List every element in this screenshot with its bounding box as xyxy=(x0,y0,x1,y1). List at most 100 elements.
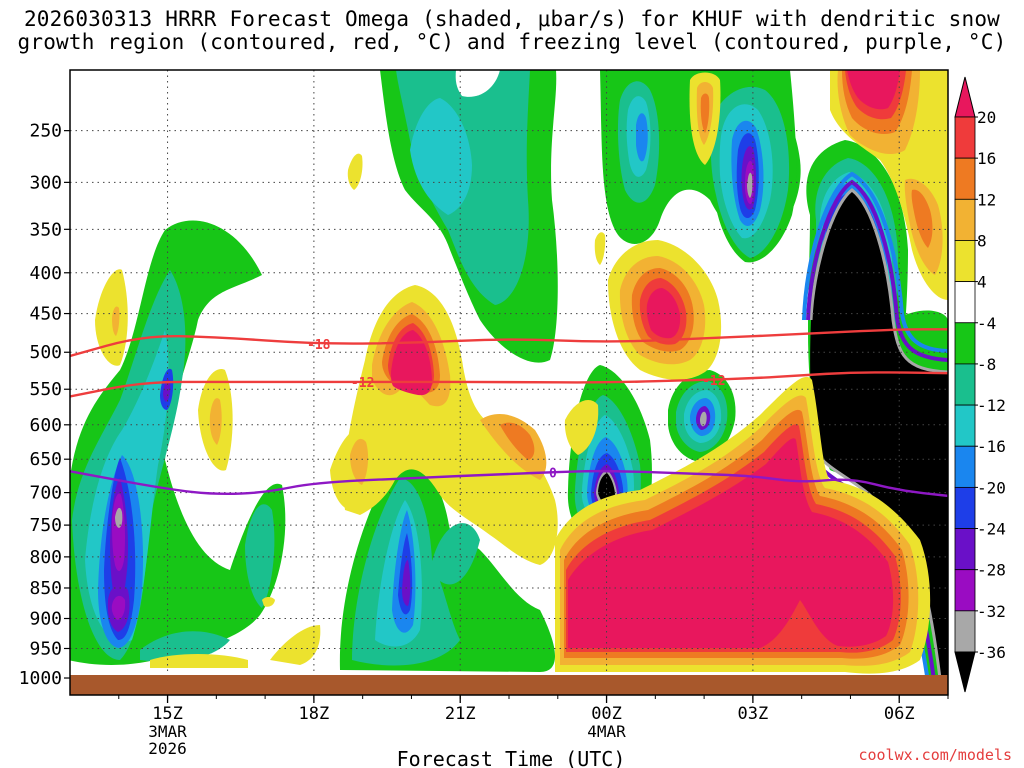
omega-fill-pink xyxy=(391,330,432,396)
colorbar: 20 16 12 8 4 -4 -8 -12 -16 -20 -24 -28 -32 -36 xyxy=(954,76,1006,693)
y-tick-label: 750 xyxy=(29,515,62,536)
site-credit: coolwx.com/models xyxy=(858,746,1012,764)
colorbar-box xyxy=(954,528,976,571)
omega-fill-yellow-blob xyxy=(262,597,275,607)
omega-fill-gold-2 xyxy=(209,398,222,445)
y-tick-label: 350 xyxy=(29,219,62,240)
colorbar-label: 20 xyxy=(977,108,996,127)
omega-fill-gold xyxy=(112,306,120,336)
grid-lines xyxy=(70,70,948,675)
omega-fill-pink xyxy=(568,438,894,648)
ground-surface xyxy=(70,675,948,695)
omega-fill-yellow-mid-right xyxy=(564,400,599,455)
omega-fill-orange-right-edge xyxy=(911,189,933,248)
y-tick-label: 800 xyxy=(29,547,62,568)
x-tick-label: 06Z xyxy=(884,704,915,724)
omega-fill-yellow-bottom-mid xyxy=(270,625,321,665)
colorbar-box xyxy=(954,404,976,447)
omega-fill-yellow-thin xyxy=(594,232,606,265)
chart-title: 2026030313 HRRR Forecast Omega (shaded, … xyxy=(0,8,1024,54)
omega-fill-grey xyxy=(115,507,123,528)
colorbar-box xyxy=(954,281,976,324)
colorbar-label: 12 xyxy=(977,190,996,209)
x-axis-title: Forecast Time (UTC) xyxy=(397,747,626,768)
colorbar-label: -20 xyxy=(977,478,1006,497)
colorbar-label: -28 xyxy=(977,561,1006,580)
omega-fill-east-teal xyxy=(245,504,275,608)
colorbar-box xyxy=(954,445,976,488)
omega-fill-orange-right xyxy=(500,422,535,460)
omega-fill-black-mid xyxy=(598,473,615,503)
contour-line xyxy=(70,371,948,398)
contour-label: -12 xyxy=(351,376,374,391)
x-tick-sublabel: 4MAR xyxy=(587,722,626,741)
y-tick-label: 950 xyxy=(29,638,62,659)
y-tick-label: 1000 xyxy=(19,668,62,689)
y-axis: 250 300 350 400 450 500 550 600 650 700 750 800 850 9… xyxy=(19,121,70,689)
omega-fill-mid-purple xyxy=(163,379,171,402)
y-tick-label: 650 xyxy=(29,449,62,470)
contour-line xyxy=(70,328,948,358)
omega-fill-south-teal xyxy=(140,631,230,662)
x-tick-label: 00Z xyxy=(591,704,622,724)
y-tick-label: 700 xyxy=(29,483,62,504)
colorbar-box xyxy=(954,486,976,529)
y-tick-label: 400 xyxy=(29,263,62,284)
colorbar-box xyxy=(954,569,976,612)
colorbar-label: -24 xyxy=(977,520,1006,539)
y-tick-label: 900 xyxy=(29,608,62,629)
temperature-contours: -18 -12 -12 0 xyxy=(70,328,948,498)
omega-fill-pink-corner xyxy=(847,70,900,110)
omega-fill-blue-edge xyxy=(802,171,948,353)
colorbar-label: -16 xyxy=(977,437,1006,456)
colorbar-label: -32 xyxy=(977,602,1006,621)
colorbar-box xyxy=(954,610,976,653)
colorbar-label: -4 xyxy=(977,314,996,333)
x-tick-sublabel: 3MAR xyxy=(148,722,187,741)
y-tick-label: 450 xyxy=(29,304,62,325)
y-tick-label: 600 xyxy=(29,415,62,436)
colorbar-box xyxy=(954,157,976,200)
omega-fill-yellow-3 xyxy=(347,153,363,190)
colorbar-box xyxy=(954,116,976,159)
omega-fill-blue-2 xyxy=(636,113,648,162)
ascent-region-east xyxy=(567,70,948,695)
omega-fill-gold-right xyxy=(480,414,547,480)
chart-title-line-2: growth region (contoured, red, °C) and f… xyxy=(17,30,1007,54)
omega-fill-grey-ring xyxy=(700,411,707,427)
x-tick-label: 21Z xyxy=(445,704,476,724)
x-tick-label: 03Z xyxy=(738,704,769,724)
omega-fill-gold-low xyxy=(350,438,369,485)
omega-fill-orange-top xyxy=(700,93,710,133)
colorbar-label: 16 xyxy=(977,149,996,168)
colorbar-label: 8 xyxy=(977,231,987,250)
colorbar-box xyxy=(954,240,976,283)
omega-fill-purple-edge xyxy=(806,179,948,362)
colorbar-box xyxy=(954,322,976,365)
contour-label: -18 xyxy=(307,338,331,353)
colorbar-box xyxy=(954,198,976,241)
omega-shading: -18 -12 -12 0 xyxy=(70,70,948,695)
y-tick-label: 550 xyxy=(29,379,62,400)
omega-fill-grey xyxy=(747,172,753,198)
descent-region-east-lower xyxy=(150,376,931,674)
omega-fill-purple xyxy=(402,560,411,606)
omega-fill-magenta-low xyxy=(111,595,126,620)
colorbar-bottom-arrow xyxy=(954,651,976,693)
omega-fill-black-core xyxy=(810,190,948,695)
y-tick-label: 250 xyxy=(29,121,62,142)
omega-fill-white-notch xyxy=(455,70,500,97)
y-tick-label: 500 xyxy=(29,342,62,363)
colorbar-label: -36 xyxy=(977,643,1006,662)
omega-fill-teal-east xyxy=(430,523,480,585)
colorbar-label: -8 xyxy=(977,355,996,374)
y-tick-label: 300 xyxy=(29,172,62,193)
y-tick-label: 850 xyxy=(29,578,62,599)
omega-fill-cyan-upper xyxy=(410,98,472,215)
x-tick-label: 18Z xyxy=(299,704,330,724)
omega-fill-yellow-bottom-left xyxy=(150,654,248,668)
colorbar-label: -12 xyxy=(977,396,1006,415)
x-tick-sublabel: 2026 xyxy=(148,739,187,758)
